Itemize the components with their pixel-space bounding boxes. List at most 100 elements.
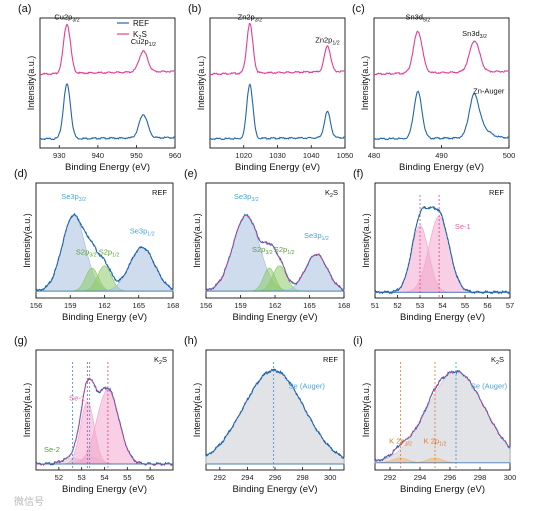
- x-tick-label: 950: [130, 151, 143, 160]
- x-tick-label: 298: [296, 473, 309, 482]
- x-tick-label: 1030: [269, 151, 286, 160]
- plot-frame-c: [373, 17, 510, 149]
- component-annotation: S2p1/2: [99, 247, 120, 258]
- component-annotation: S2p1/2: [274, 245, 295, 256]
- panel-h: (h) 292 294 296 298 300 Binding Energy (eV) Int…: [184, 335, 345, 495]
- x-axis-label: Binding Energy (eV): [232, 312, 317, 323]
- x-tick-label: 168: [167, 301, 180, 310]
- x-tick-label: 162: [269, 301, 282, 310]
- y-axis-label: Intensity(a.u.): [360, 56, 370, 111]
- x-tick-label: 51: [371, 301, 379, 310]
- raw-data-line: [205, 368, 344, 459]
- y-axis-label: Intensity(a.u.): [361, 213, 371, 268]
- x-tick-label: 298: [474, 473, 487, 482]
- peak-annotation: Zn2p1/2: [315, 36, 339, 47]
- x-tick-label: 1050: [337, 151, 354, 160]
- panel-label-i: (i): [353, 335, 363, 347]
- component-annotation: Se (Auger): [471, 381, 508, 390]
- component-annotation: S2p3/2: [252, 245, 273, 256]
- watermark: 微信号: [14, 495, 44, 508]
- panel-label-a: (a): [18, 3, 31, 15]
- series-line-k2s: [209, 22, 346, 76]
- x-tick-label: 162: [98, 301, 111, 310]
- panel-g: (g) 52 53 54 55 56 Binding Energy (eV) Intensit…: [14, 335, 174, 495]
- x-tick-label: 53: [77, 473, 85, 482]
- plot-frame-i: [374, 349, 511, 471]
- component-annotation: Se (Auger): [289, 381, 326, 390]
- panel-e: (e) 156 159 162 165 168 Binding Energy (eV) Int…: [184, 168, 350, 323]
- panel-label-c: (c): [352, 3, 365, 15]
- panel-c: (c) 480 490 500 Binding Energy (eV) Intensity…: [352, 3, 515, 173]
- x-tick-label: 159: [234, 301, 247, 310]
- x-tick-label: 294: [241, 473, 254, 482]
- component-annotation: Se3p3/2: [234, 192, 259, 203]
- x-tick-label: 292: [214, 473, 227, 482]
- panel-label-g: (g): [14, 335, 27, 347]
- x-axis-label: Binding Energy (eV): [65, 162, 150, 173]
- x-tick-label: 292: [384, 473, 397, 482]
- x-axis-label: Binding Energy (eV): [400, 484, 485, 495]
- x-axis-label: Binding Energy (eV): [232, 484, 317, 495]
- panel-label-d: (d): [14, 168, 27, 180]
- y-axis-label: Intensity(a.u.): [22, 213, 32, 268]
- panel-label-f: (f): [353, 168, 363, 180]
- x-axis-label: Binding Energy (eV): [399, 162, 484, 173]
- y-axis-label: Intensity(a.u.): [361, 383, 371, 438]
- component-annotation: Se-2: [44, 445, 60, 454]
- fit-envelope-line: [35, 214, 174, 292]
- x-tick-label: 54: [100, 473, 108, 482]
- peak-annotation: Cu2p1/2: [131, 37, 156, 48]
- y-axis-label: Intensity(a.u.): [196, 56, 206, 111]
- peak-annotation: Cu2p3/2: [54, 12, 79, 23]
- x-tick-label: 165: [303, 301, 316, 310]
- component-annotation: K 2p3/2: [389, 437, 412, 448]
- x-tick-label: 296: [269, 473, 282, 482]
- x-tick-label: 1040: [303, 151, 320, 160]
- component-annotation: S2p3/2: [76, 247, 97, 258]
- panel-d: (d) 156 159 162 165 168 Binding Energy (eV) Int…: [14, 168, 179, 323]
- fit-envelope-line: [374, 371, 511, 462]
- peak-annotation: Zn-Auger: [473, 86, 505, 95]
- x-tick-label: 156: [30, 301, 43, 310]
- panel-tag: K2S: [325, 188, 338, 199]
- fit-component: [374, 216, 511, 293]
- x-tick-label: 300: [504, 473, 517, 482]
- x-axis-label: Binding Energy (eV): [400, 312, 485, 323]
- legend-label: REF: [133, 19, 149, 28]
- y-axis-label: Intensity(a.u.): [192, 213, 202, 268]
- x-tick-label: 57: [506, 301, 514, 310]
- panel-tag: REF: [152, 188, 167, 197]
- x-tick-label: 1020: [235, 151, 252, 160]
- x-tick-label: 56: [483, 301, 491, 310]
- component-annotation: Se-1: [69, 393, 85, 402]
- x-tick-label: 296: [444, 473, 457, 482]
- panel-tag: REF: [489, 188, 504, 197]
- panel-label-b: (b): [188, 3, 201, 15]
- y-axis-label: Intensity(a.u.): [26, 56, 36, 111]
- x-tick-label: 52: [393, 301, 401, 310]
- x-tick-label: 294: [414, 473, 427, 482]
- x-tick-label: 500: [503, 151, 516, 160]
- x-tick-label: 480: [368, 151, 381, 160]
- panel-i: (i) 292 294 296 298 300 Binding Energy (eV) Int…: [353, 335, 516, 495]
- x-tick-label: 490: [435, 151, 448, 160]
- component-annotation: K 2p1/2: [424, 437, 447, 448]
- x-tick-label: 55: [461, 301, 469, 310]
- x-tick-label: 940: [92, 151, 105, 160]
- x-tick-label: 960: [169, 151, 182, 160]
- fit-envelope-line: [205, 214, 345, 291]
- panel-f: (f) 51 52 53 54 55 56 57 Binding Energy (eV) Inte…: [353, 168, 514, 323]
- plot-frame-a: [39, 17, 176, 149]
- x-tick-label: 56: [146, 473, 154, 482]
- x-axis-label: Binding Energy (eV): [235, 162, 320, 173]
- panel-tag: K2S: [154, 355, 167, 366]
- x-tick-label: 54: [438, 301, 446, 310]
- peak-annotation: Sn3d5/2: [405, 12, 430, 23]
- x-tick-label: 300: [324, 473, 337, 482]
- x-axis-label: Binding Energy (eV): [62, 312, 147, 323]
- x-axis-label: Binding Energy (eV): [62, 484, 147, 495]
- series-line-ref: [39, 83, 175, 141]
- raw-data-line: [35, 212, 174, 292]
- y-axis-label: Intensity(a.u.): [192, 383, 202, 438]
- legend-label: K2S: [133, 30, 147, 41]
